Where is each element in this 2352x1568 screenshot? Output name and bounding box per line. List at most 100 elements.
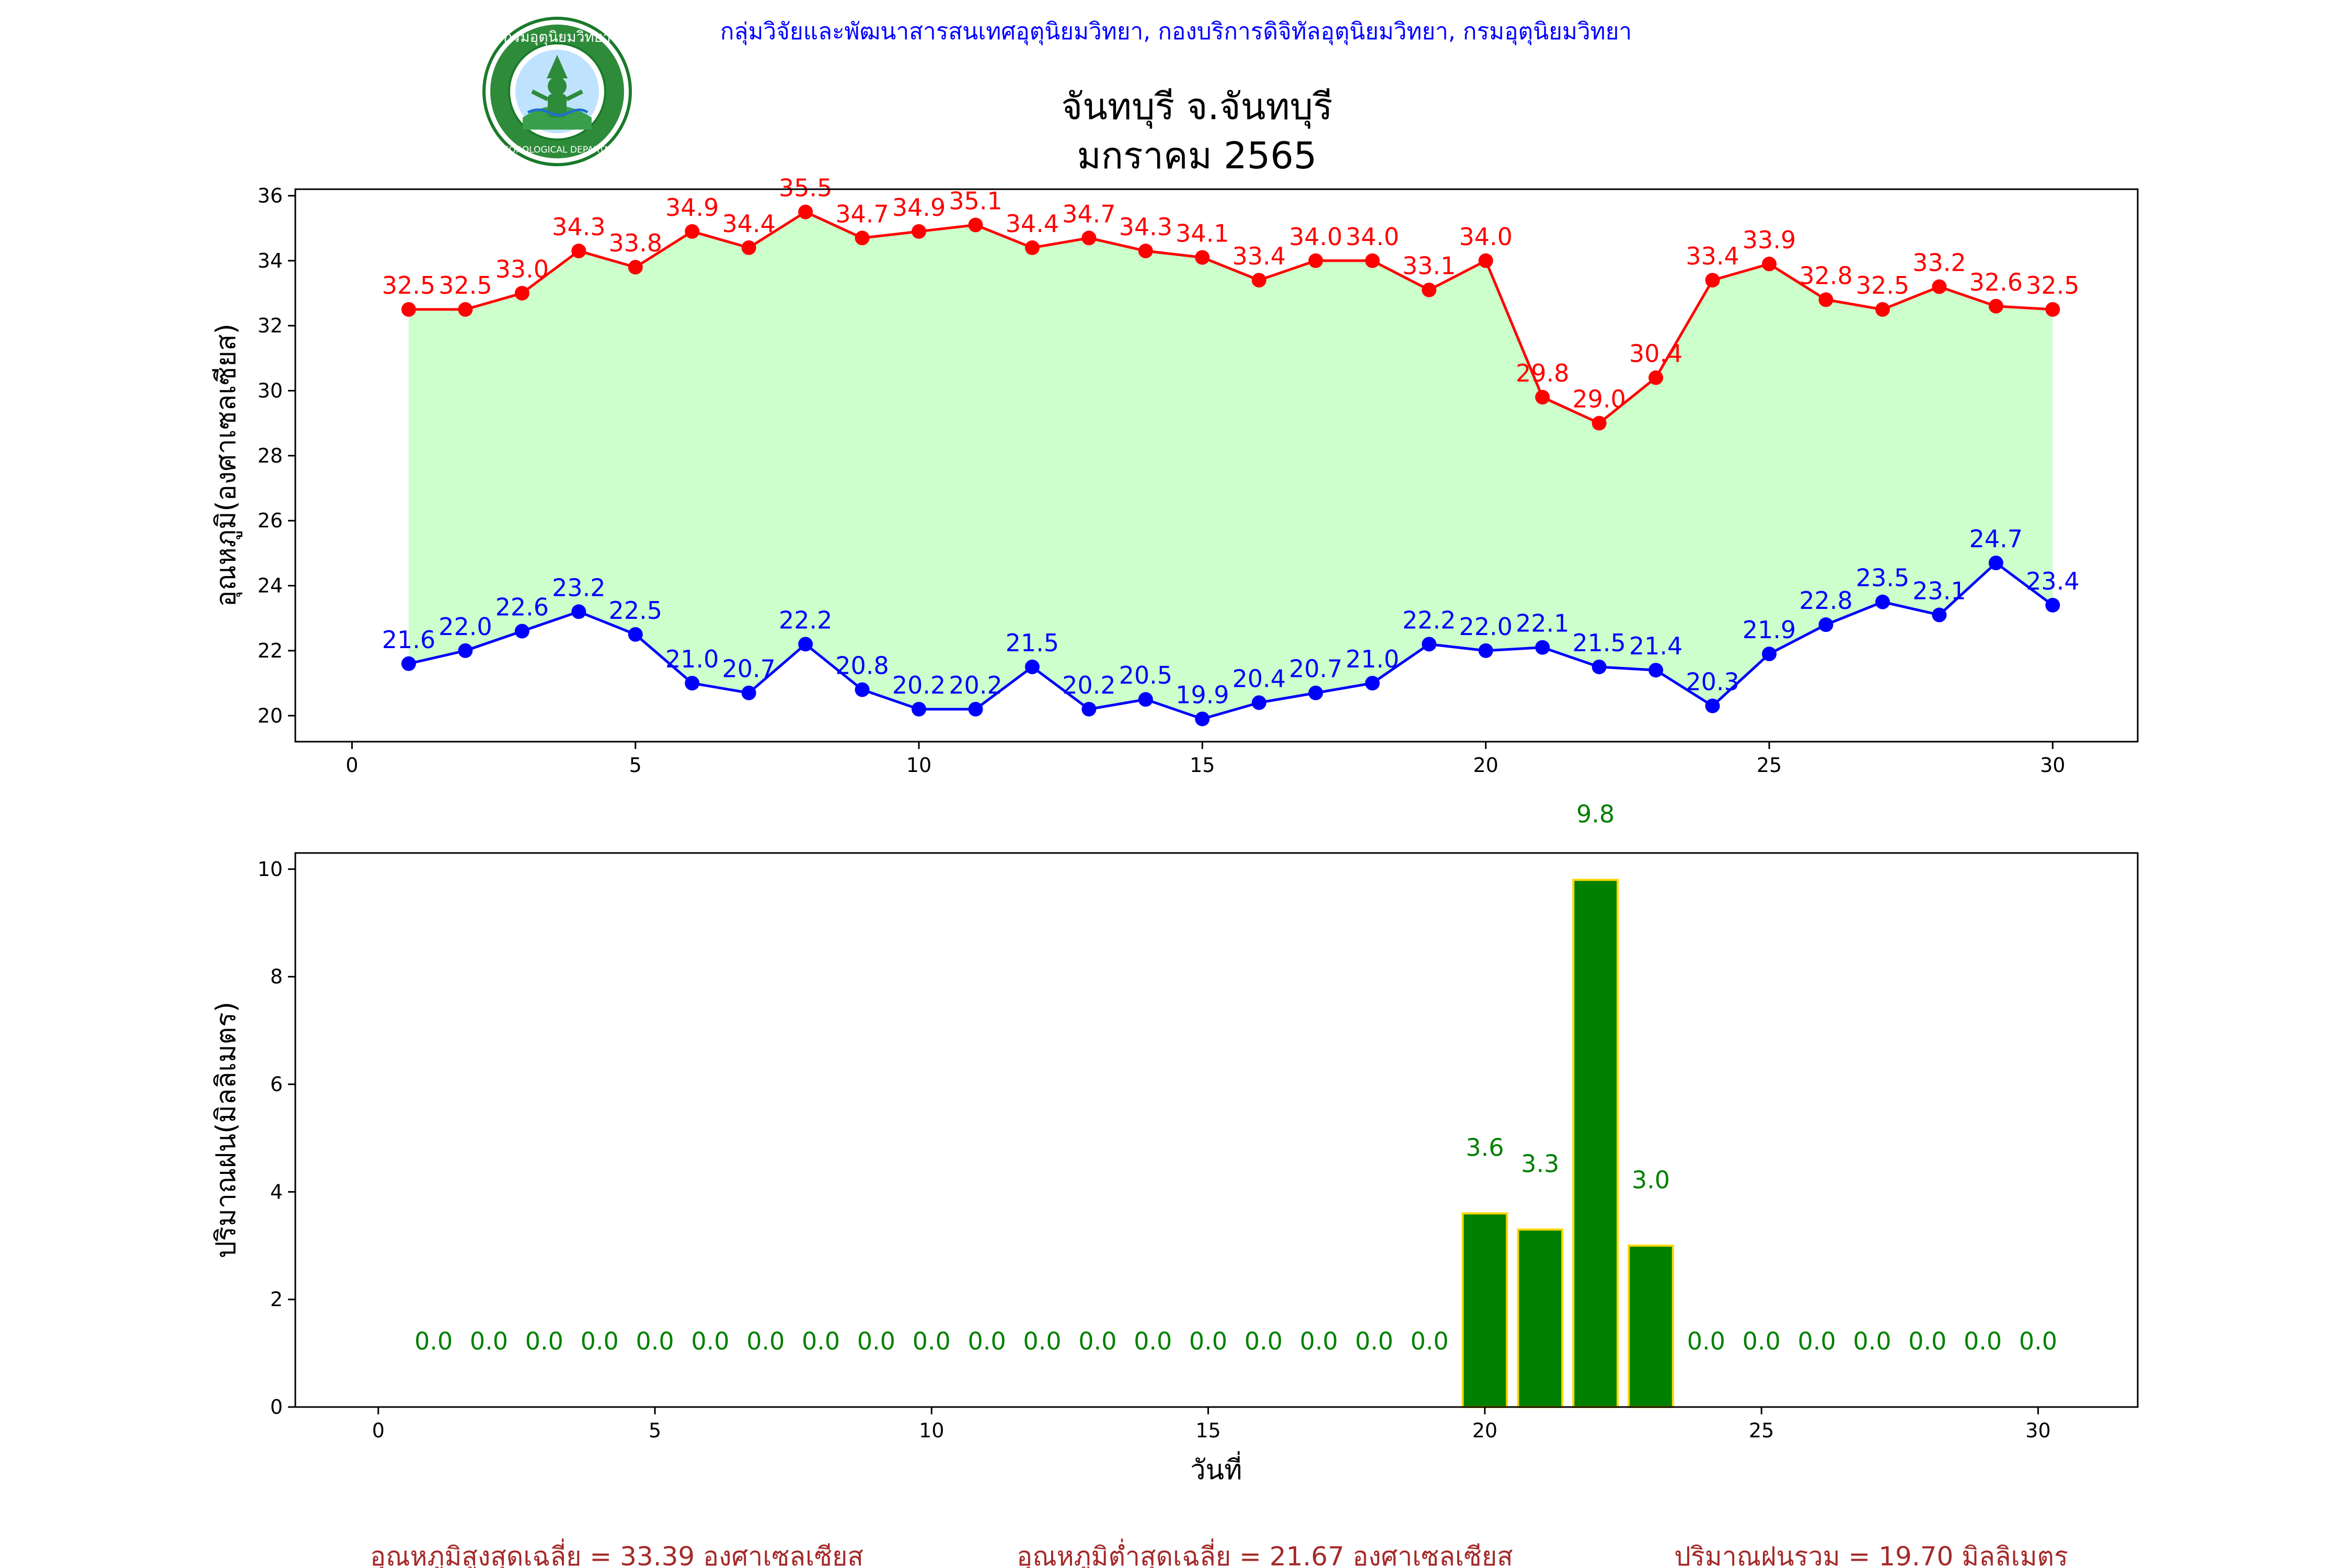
rain-bar — [1628, 1244, 1674, 1409]
temperature-y-tick-label: 22 — [258, 639, 283, 662]
max-temp-value-label: 34.9 — [892, 193, 946, 222]
rainfall-y-tick-label: 8 — [270, 965, 283, 988]
rain-value-label: 0.0 — [1023, 1327, 1061, 1355]
max-temp-value-label: 29.8 — [1516, 359, 1569, 387]
min-temp-point — [401, 656, 416, 671]
max-temp-point — [1308, 253, 1323, 268]
min-temp-value-label: 22.0 — [439, 613, 492, 641]
max-temp-value-label: 34.0 — [1459, 223, 1512, 251]
rainfall-x-tick-label: 20 — [1472, 1419, 1497, 1442]
min-temp-value-label: 21.9 — [1743, 616, 1796, 644]
max-temp-point — [1535, 389, 1550, 405]
max-temp-value-label: 33.9 — [1743, 226, 1796, 254]
max-temp-value-label: 32.5 — [2026, 271, 2079, 299]
rainfall-y-tick-label: 0 — [270, 1396, 283, 1419]
max-temp-value-label: 29.0 — [1572, 385, 1625, 413]
min-temp-point — [571, 604, 586, 619]
rainfall-x-axis-label: วันที่ — [1190, 1451, 1242, 1486]
temperature-y-tick-label: 36 — [258, 184, 283, 207]
min-temp-point — [2045, 597, 2060, 613]
rain-value-label: 0.0 — [1078, 1327, 1116, 1355]
rain-value-label: 0.0 — [525, 1327, 563, 1355]
temperature-y-tick-label: 20 — [258, 704, 283, 727]
min-temp-line — [408, 561, 2054, 721]
min-temp-value-label: 22.2 — [779, 606, 832, 634]
min-temp-point — [1705, 698, 1720, 713]
rain-value-label: 0.0 — [802, 1327, 840, 1355]
min-temp-point — [685, 676, 700, 691]
max-temp-value-label: 35.5 — [779, 174, 832, 202]
max-temp-value-label: 33.8 — [609, 229, 662, 257]
temperature-y-tick-label: 26 — [258, 509, 283, 532]
min-temp-value-label: 20.2 — [1062, 671, 1115, 699]
temperature-y-tick-label: 34 — [258, 249, 283, 272]
rain-value-label: 0.0 — [913, 1327, 951, 1355]
rain-value-label: 0.0 — [1300, 1327, 1338, 1355]
max-temp-value-label: 35.1 — [949, 187, 1002, 215]
max-temp-point — [1988, 298, 2003, 314]
rain-value-label: 0.0 — [1410, 1327, 1448, 1355]
rainfall-x-tick-label: 0 — [372, 1419, 385, 1442]
max-temp-point — [1592, 416, 1607, 431]
min-temp-point — [1592, 659, 1607, 674]
max-temp-point — [1478, 253, 1493, 268]
max-temp-point — [2045, 302, 2060, 317]
temperature-x-tick-label: 30 — [2040, 754, 2065, 777]
max-temp-point — [1365, 253, 1380, 268]
max-temp-point — [1251, 273, 1266, 288]
rainfall-x-tick-label: 25 — [1749, 1419, 1774, 1442]
max-temp-value-label: 33.1 — [1402, 252, 1456, 280]
min-temp-value-label: 20.4 — [1232, 664, 1286, 693]
min-temp-point — [1932, 607, 1947, 622]
logo-bottom-text: METEOROLOGICAL DEPARTMENT — [485, 145, 630, 155]
min-temp-value-label: 23.1 — [1912, 577, 1966, 605]
max-temp-point — [912, 224, 927, 239]
max-temp-point — [1025, 240, 1040, 255]
max-temp-value-label: 34.7 — [1062, 200, 1115, 228]
temperature-plot-frame — [294, 188, 2139, 743]
min-temp-point — [912, 701, 927, 717]
rain-value-label: 0.0 — [1743, 1327, 1781, 1355]
rainfall-x-tick-label: 10 — [919, 1419, 944, 1442]
max-temp-point — [798, 204, 813, 220]
min-temp-value-label: 22.0 — [1459, 613, 1512, 641]
min-temp-point — [458, 643, 473, 658]
max-temp-point — [1705, 273, 1720, 288]
min-temp-point — [1251, 695, 1266, 710]
max-temp-value-label: 32.6 — [1969, 268, 2023, 296]
temperature-y-tick-label: 32 — [258, 314, 283, 337]
rain-value-label: 0.0 — [1134, 1327, 1172, 1355]
min-temp-point — [1762, 647, 1777, 662]
min-temp-value-label: 20.7 — [722, 655, 775, 683]
rainfall-y-axis-label: ปริมาณฝน(มิลลิเมตร) — [211, 1001, 242, 1258]
rain-value-label: 0.0 — [746, 1327, 785, 1355]
max-temp-point — [1648, 370, 1664, 385]
rain-value-label: 0.0 — [857, 1327, 895, 1355]
max-temp-value-label: 32.5 — [1856, 271, 1909, 299]
rainfall-plot-frame — [294, 852, 2139, 1408]
temperature-x-tick-label: 0 — [345, 754, 358, 777]
temperature-y-axis-label: อุณหภูมิ(องศาเซลเซียส) — [211, 324, 243, 607]
temperature-chart: 32.5 32.533.034.333.834.934.435.534.7 34.9… — [211, 174, 2139, 777]
rain-value-label: 3.3 — [1521, 1149, 1559, 1178]
max-temp-value-label: 33.4 — [1686, 242, 1739, 270]
max-temp-value-label: 34.3 — [552, 213, 605, 241]
max-temp-value-label: 34.7 — [835, 200, 889, 228]
rain-value-label: 0.0 — [1964, 1327, 2002, 1355]
min-temp-point — [1875, 594, 1890, 609]
rain-value-label: 0.0 — [470, 1327, 508, 1355]
max-temp-point — [1762, 257, 1777, 272]
min-temp-value-label: 21.0 — [1346, 645, 1399, 673]
max-temp-value-label: 33.4 — [1232, 242, 1286, 270]
min-temp-point — [1025, 659, 1040, 674]
rain-bar — [1461, 1212, 1508, 1409]
rainfall-chart: 0.0 0.0 0.0 0.0 0.0 0.0 0.0 0.0 0.0 0.0 0.0 0.0 0.0 0… — [211, 800, 2139, 1486]
max-temp-point — [968, 217, 983, 233]
max-temp-point — [514, 285, 529, 301]
min-temp-value-label: 22.5 — [609, 596, 662, 625]
temperature-range-fill — [408, 212, 2053, 719]
max-temp-point — [1818, 292, 1834, 307]
rainfall-y-tick-label: 6 — [270, 1073, 283, 1096]
min-temp-value-label: 19.9 — [1175, 681, 1229, 709]
rain-value-label: 0.0 — [1908, 1327, 1946, 1355]
